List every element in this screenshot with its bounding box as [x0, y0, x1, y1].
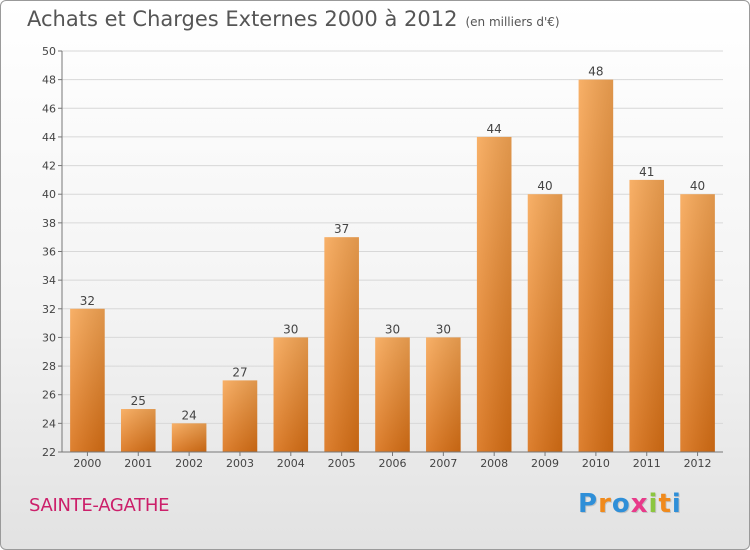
chart-title: Achats et Charges Externes 2000 à 2012 (e…	[27, 7, 560, 31]
bar-shade-2000	[70, 308, 105, 452]
x-tick-label-2005: 2005	[328, 457, 356, 470]
y-tick-label: 42	[42, 160, 56, 173]
x-tick-label-2012: 2012	[684, 457, 712, 470]
bar-shade-2004	[273, 337, 309, 452]
axes: 22 24 26 28 30 32 34 36 38 40 42 44 46 48 50 2000 2001 20…	[42, 45, 723, 470]
data-label-2004: 30	[283, 322, 298, 336]
brand-letter: P	[578, 489, 599, 519]
bar-shade-2001	[120, 409, 156, 452]
data-label-2001: 25	[131, 394, 146, 408]
x-tick-label-2001: 2001	[124, 457, 152, 470]
brand-letter: x	[630, 489, 649, 519]
brand-logo: Proxiti	[578, 489, 682, 519]
data-label-2010: 48	[588, 65, 603, 79]
x-tick-label-2007: 2007	[429, 457, 457, 470]
brand-letter: i	[671, 489, 682, 519]
bar-shade-2009	[527, 194, 563, 452]
brand-letter: t	[658, 489, 672, 519]
brand-letter: o	[611, 489, 631, 519]
bar-shade-2007	[426, 337, 461, 452]
y-tick-label: 28	[42, 360, 56, 373]
place-name: SAINTE-AGATHE	[29, 495, 170, 516]
x-tick-label-2000: 2000	[73, 457, 101, 470]
x-tick-label-2006: 2006	[379, 457, 407, 470]
x-tick-label-2002: 2002	[175, 457, 203, 470]
y-tick-label: 44	[42, 131, 56, 144]
x-tick-label-2003: 2003	[226, 457, 254, 470]
bar-shade-2012	[680, 194, 715, 452]
data-label-2009: 40	[537, 179, 552, 193]
x-tick-label-2010: 2010	[582, 457, 610, 470]
data-label-2000: 32	[80, 294, 95, 308]
y-tick-label: 26	[42, 389, 56, 402]
chart-subtitle: (en milliers d'€)	[465, 15, 560, 29]
x-tick-label-2004: 2004	[277, 457, 305, 470]
chart-title-text: Achats et Charges Externes 2000 à 2012	[27, 7, 458, 31]
y-tick-label: 22	[42, 446, 56, 459]
x-tick-label-2008: 2008	[480, 457, 508, 470]
data-label-2012: 40	[690, 179, 705, 193]
y-tick-label: 48	[42, 74, 56, 87]
bar-shade-2011	[629, 179, 665, 452]
data-label-2002: 24	[181, 408, 196, 422]
brand-letter: r	[598, 489, 612, 519]
bar-shade-2008	[476, 136, 512, 452]
bar-shade-2010	[578, 79, 614, 453]
bar-shade-2002	[171, 423, 207, 452]
bar-shade-2006	[375, 337, 410, 452]
data-label-2003: 27	[232, 365, 247, 379]
y-tick-label: 32	[42, 303, 56, 316]
y-tick-label: 38	[42, 217, 56, 230]
data-label-2005: 37	[334, 222, 349, 236]
y-tick-label: 50	[42, 45, 56, 58]
y-tick-label: 34	[42, 274, 56, 287]
x-tick-label-2011: 2011	[633, 457, 661, 470]
data-label-2008: 44	[487, 122, 502, 136]
y-tick-label: 30	[42, 331, 56, 344]
data-label-2006: 30	[385, 322, 400, 336]
y-tick-label: 36	[42, 246, 56, 259]
brand-letter: i	[648, 489, 659, 519]
bars: 32 25 24 27 30 37 30 30 44 40 48 41 40	[70, 65, 715, 453]
bar-shade-2003	[222, 380, 258, 452]
x-tick-label-2009: 2009	[531, 457, 559, 470]
y-tick-label: 24	[42, 417, 56, 430]
data-label-2007: 30	[436, 322, 451, 336]
y-tick-label: 46	[42, 102, 56, 115]
data-label-2011: 41	[639, 165, 654, 179]
y-tick-label: 40	[42, 188, 56, 201]
bar-shade-2005	[324, 237, 359, 452]
